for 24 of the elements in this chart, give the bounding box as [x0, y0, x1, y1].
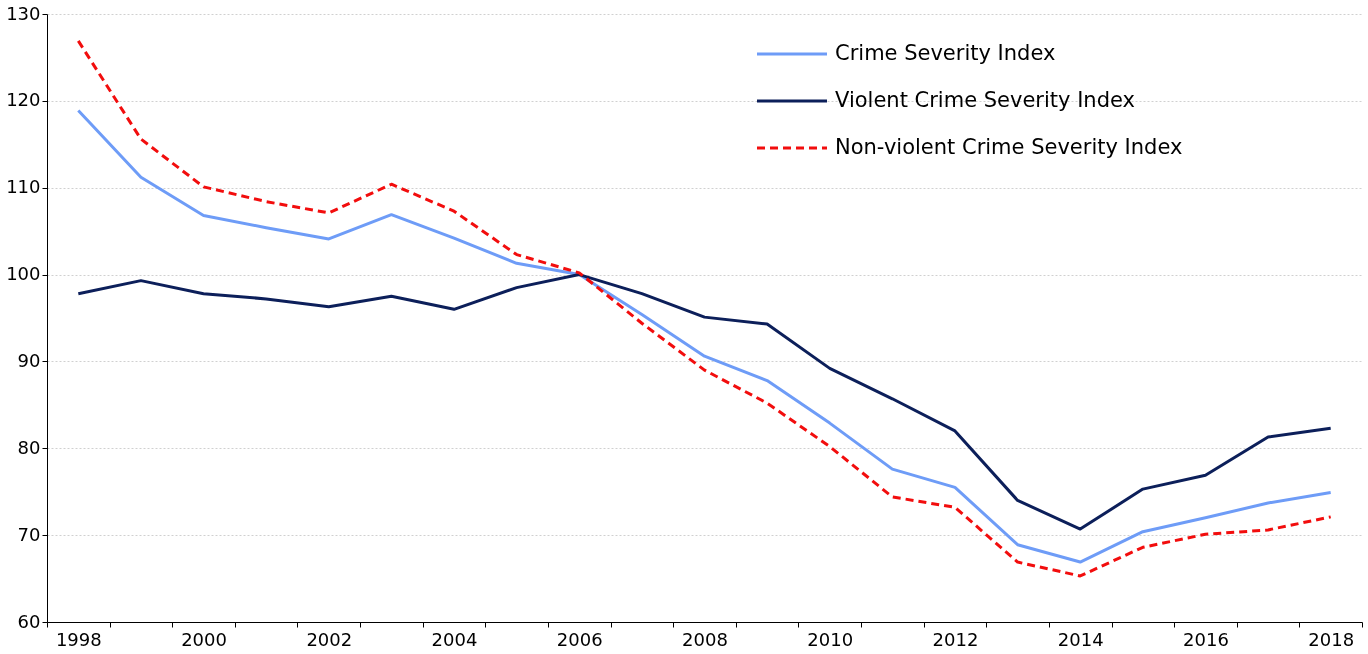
y-tick-label: 70 — [17, 523, 41, 545]
x-tick-label: 1998 — [55, 628, 102, 650]
y-tick-label: 120 — [6, 89, 41, 111]
legend-label: Violent Crime Severity Index — [835, 88, 1135, 112]
x-tick-label: 2006 — [556, 628, 603, 650]
x-tick-label: 2018 — [1308, 628, 1355, 650]
legend-label: Crime Severity Index — [835, 41, 1056, 65]
x-tick-label: 2004 — [431, 628, 478, 650]
x-tick-label: 2012 — [932, 628, 979, 650]
y-tick-label: 130 — [6, 2, 41, 24]
line-series — [76, 273, 1333, 531]
x-tick-label: 2002 — [306, 628, 353, 650]
x-tick-label: 2000 — [181, 628, 227, 650]
x-tick-label: 2010 — [807, 628, 854, 650]
x-tick-label: 2008 — [682, 628, 728, 650]
legend-label: Non-violent Crime Severity Index — [835, 135, 1183, 159]
y-tick-label: 110 — [6, 176, 41, 198]
x-tick-label: 2016 — [1183, 628, 1229, 650]
line-series — [76, 39, 1333, 578]
y-tick-label: 100 — [6, 263, 41, 285]
y-tick-label: 60 — [17, 610, 41, 632]
y-tick-label: 80 — [17, 436, 41, 458]
x-tick-label: 2014 — [1057, 628, 1104, 650]
y-tick-label: 90 — [17, 349, 41, 371]
